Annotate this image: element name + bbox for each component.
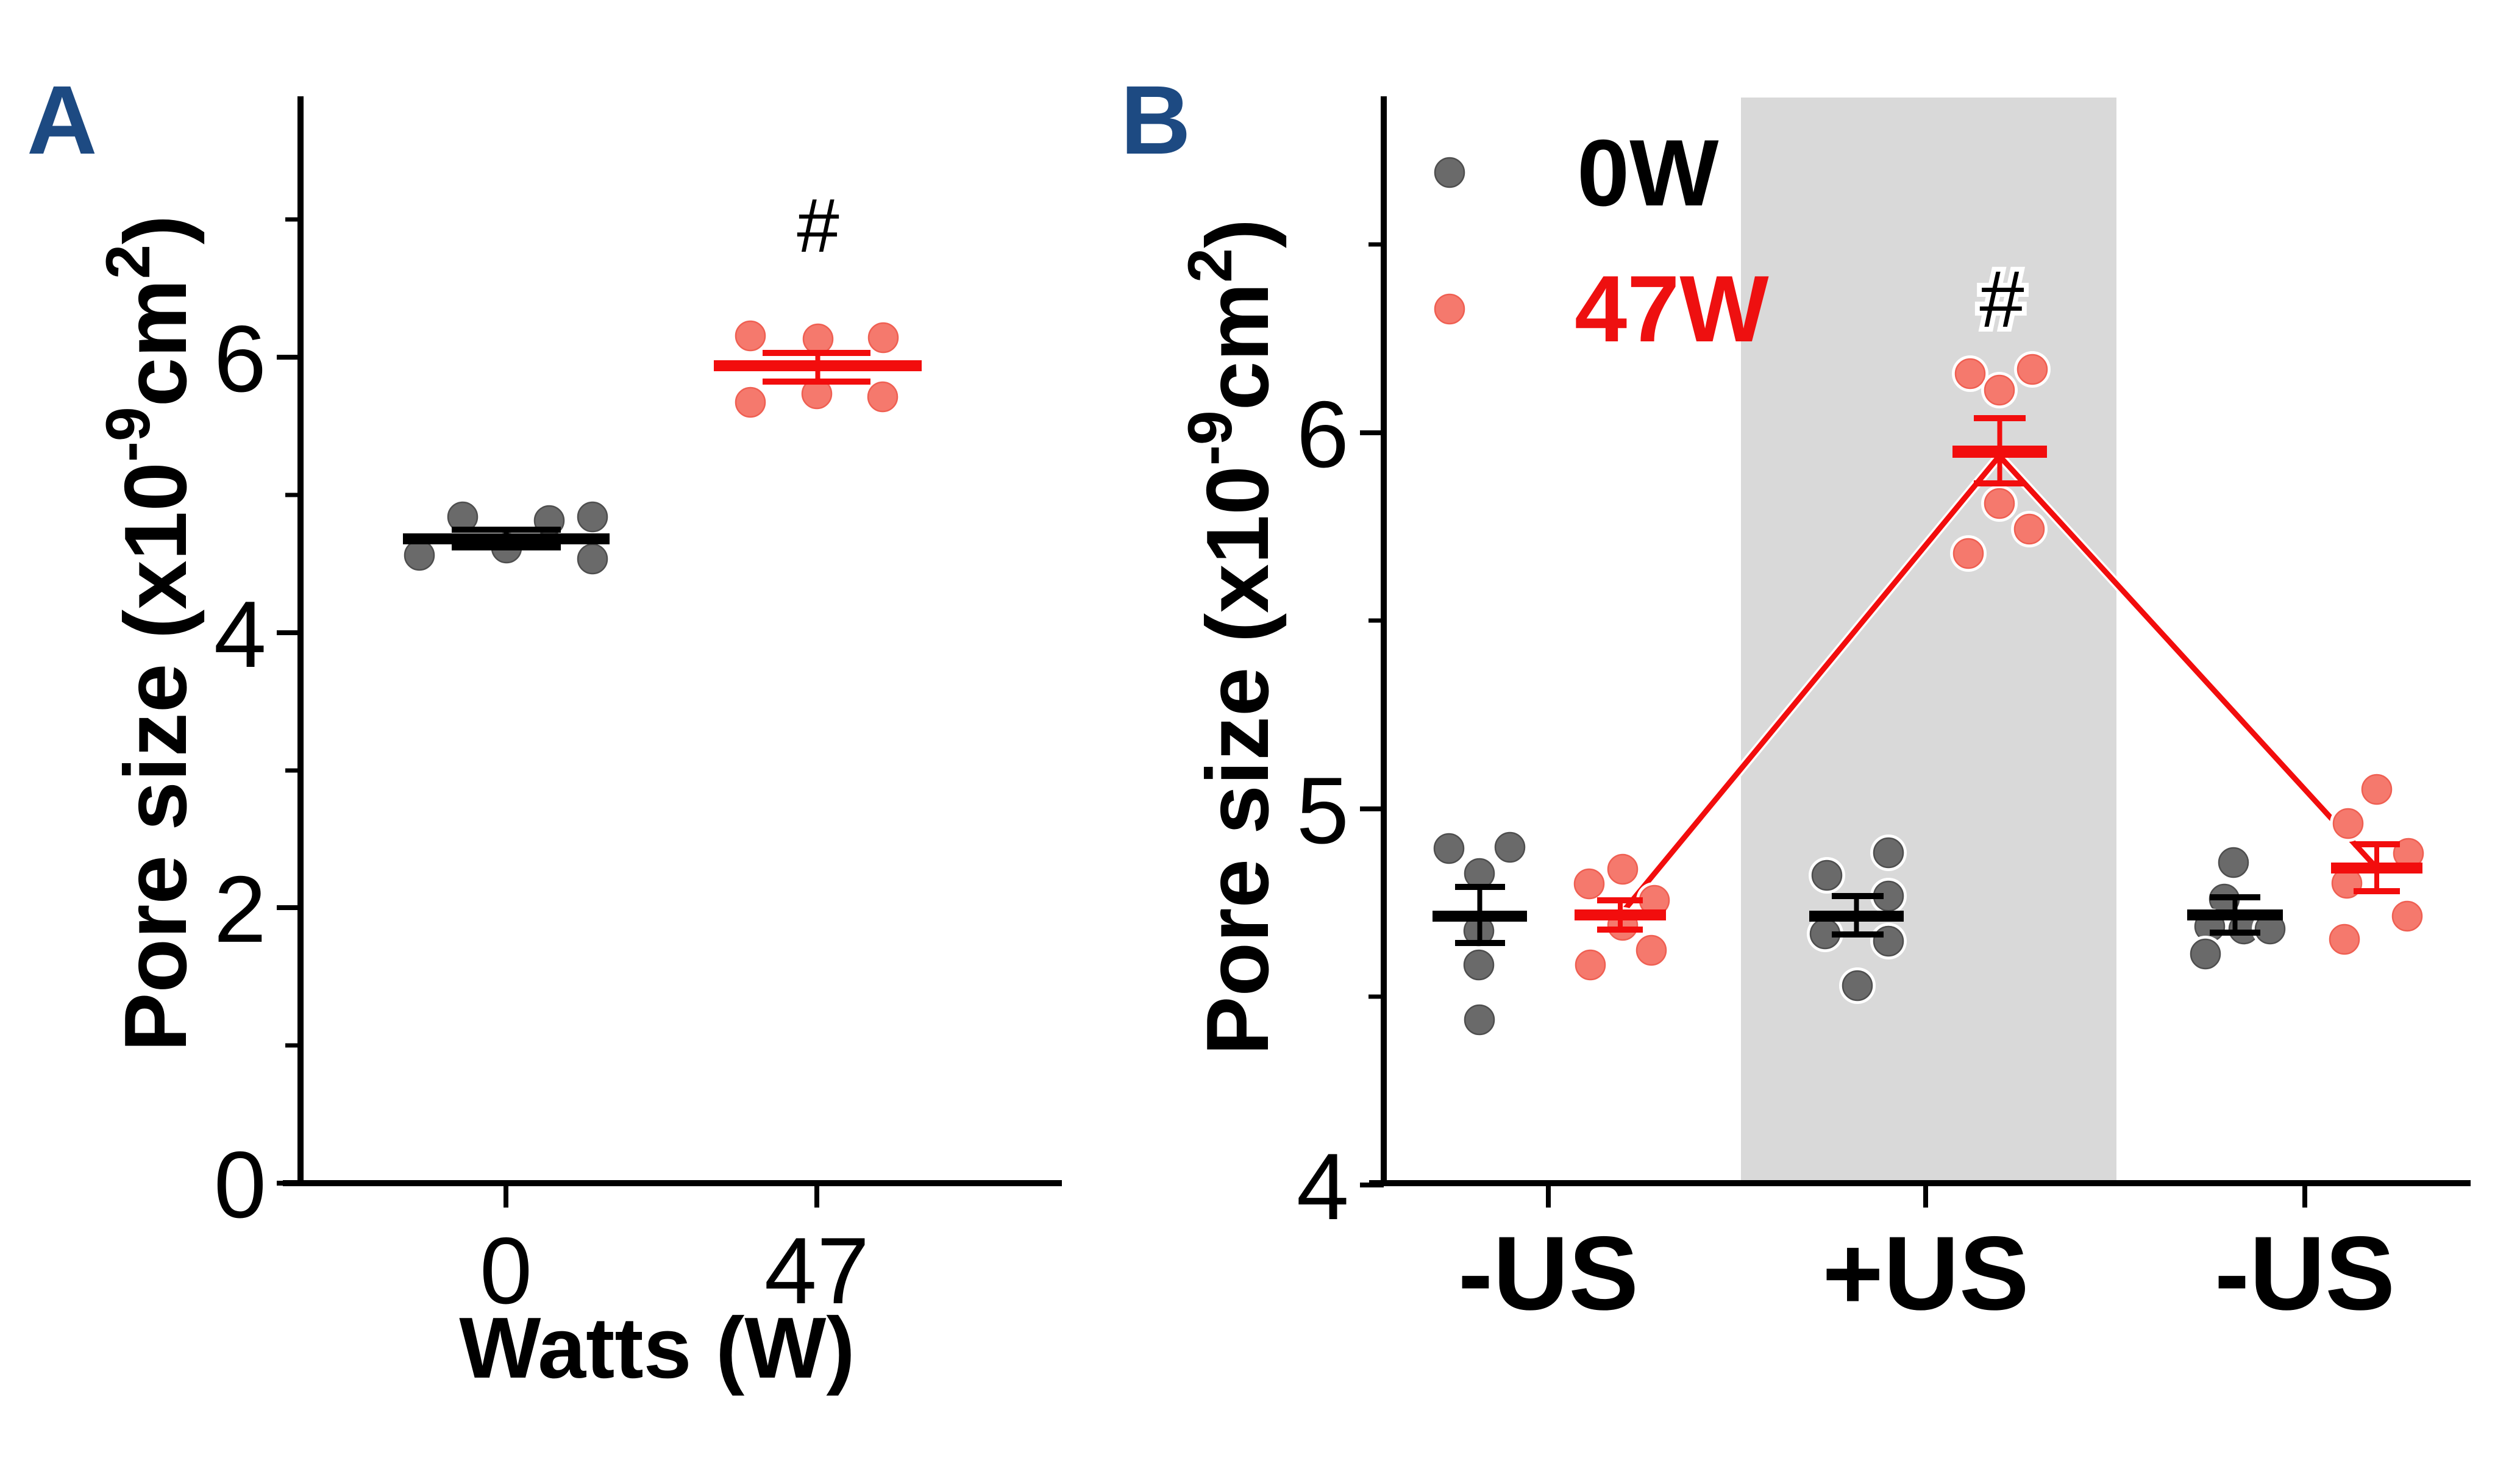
svg-text:6: 6 <box>1297 382 1349 487</box>
svg-text:4: 4 <box>1297 1134 1349 1239</box>
svg-text:+US: +US <box>1822 1215 2029 1332</box>
svg-text:Watts (W): Watts (W) <box>459 1300 855 1397</box>
svg-text:2: 2 <box>214 856 266 962</box>
svg-text:6: 6 <box>214 306 266 411</box>
svg-text:0: 0 <box>214 1132 266 1237</box>
svg-text:47: 47 <box>764 1218 869 1323</box>
svg-text:#: # <box>797 183 839 268</box>
svg-text:0: 0 <box>480 1218 532 1323</box>
svg-text:#: # <box>1979 254 2024 344</box>
svg-text:0W: 0W <box>1577 120 1719 226</box>
svg-text:Pore size (x10-9cm2): Pore size (x10-9cm2) <box>93 215 205 1052</box>
svg-text:47W: 47W <box>1575 256 1769 361</box>
svg-text:5: 5 <box>1297 758 1349 863</box>
svg-text:-US: -US <box>1458 1215 1639 1332</box>
svg-text:Pore size (x10-9cm2): Pore size (x10-9cm2) <box>1175 219 1287 1056</box>
svg-text:B: B <box>1120 65 1191 174</box>
svg-text:A: A <box>27 65 98 174</box>
svg-text:-US: -US <box>2215 1215 2395 1332</box>
svg-text:4: 4 <box>214 582 266 687</box>
